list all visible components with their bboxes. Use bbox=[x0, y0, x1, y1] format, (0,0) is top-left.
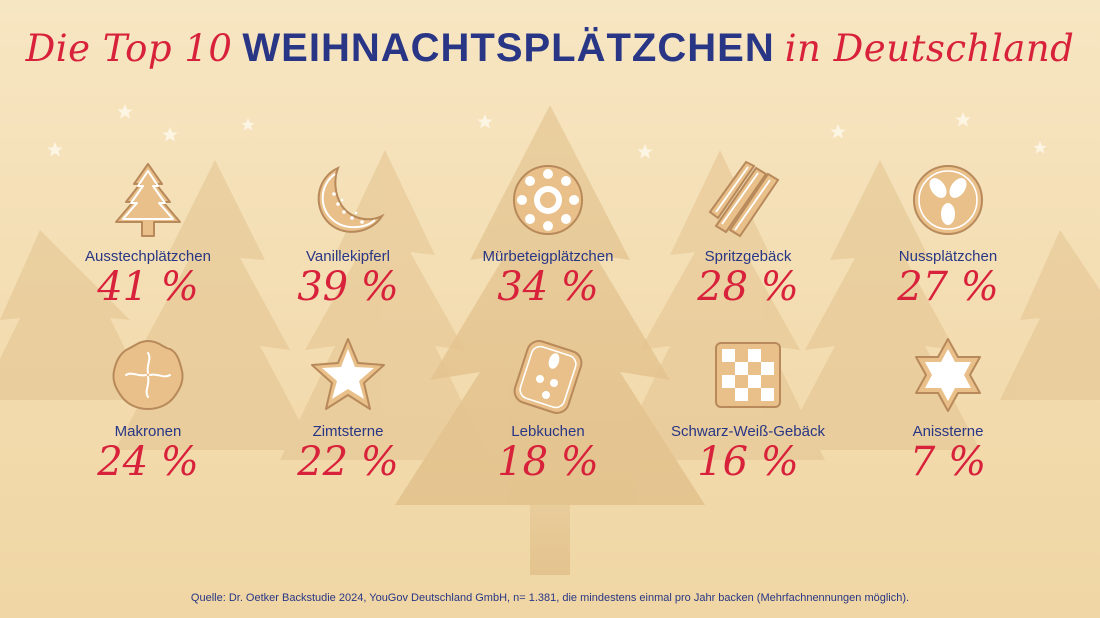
item-spritzgebaeck: Spritzgebäck 28 % bbox=[648, 160, 848, 307]
item-label: Zimtsterne bbox=[312, 423, 384, 440]
item-muerbeteigplaetzchen: Mürbeteigplätzchen 34 % bbox=[448, 160, 648, 307]
item-percentage: 27 % bbox=[897, 264, 999, 310]
item-percentage: 22 % bbox=[297, 439, 399, 485]
item-zimtsterne: Zimtsterne 22 % bbox=[248, 335, 448, 482]
gingerbread-icon bbox=[513, 340, 583, 414]
decorative-stars bbox=[47, 104, 1047, 159]
item-label: Makronen bbox=[114, 423, 182, 440]
item-label: Anissterne bbox=[912, 423, 984, 440]
item-ausstechplaetzchen: Ausstechplätzchen 41 % bbox=[48, 160, 248, 307]
item-percentage: 7 % bbox=[909, 439, 987, 485]
piped-cookie-icon bbox=[708, 160, 780, 238]
central-tree-icon bbox=[395, 105, 705, 575]
item-label: Spritzgebäck bbox=[704, 248, 792, 265]
flower-cookie-icon bbox=[513, 165, 583, 235]
item-label: Mürbeteigplätzchen bbox=[482, 248, 614, 265]
item-label: Ausstechplätzchen bbox=[85, 248, 211, 265]
checkerboard-cookie-icon bbox=[715, 342, 781, 408]
page-title: Die Top 10 WEIHNACHTSPLÄTZCHEN in Deutschl… bbox=[0, 28, 1100, 68]
item-percentage: 28 % bbox=[697, 264, 799, 310]
christmas-tree-cookie-icon bbox=[115, 163, 181, 237]
title-part-3: in Deutschland bbox=[784, 27, 1075, 70]
title-part-2: WEIHNACHTSPLÄTZCHEN bbox=[242, 26, 775, 70]
item-label: Lebkuchen bbox=[511, 423, 585, 440]
cinnamon-star-icon bbox=[311, 338, 385, 410]
anise-star-icon bbox=[915, 338, 981, 412]
macaroon-icon bbox=[112, 339, 184, 411]
item-percentage: 39 % bbox=[297, 264, 399, 310]
item-percentage: 41 % bbox=[97, 264, 199, 310]
source-note: Quelle: Dr. Oetker Backstudie 2024, YouG… bbox=[190, 592, 910, 604]
crescent-cookie-icon bbox=[317, 166, 385, 233]
title-part-1: Die Top 10 bbox=[25, 27, 233, 70]
item-percentage: 34 % bbox=[497, 264, 599, 310]
item-percentage: 24 % bbox=[97, 439, 199, 485]
item-vanillekipferl: Vanillekipferl 39 % bbox=[248, 160, 448, 307]
item-label: Vanillekipferl bbox=[306, 248, 390, 265]
item-lebkuchen: Lebkuchen 18 % bbox=[448, 335, 648, 482]
item-schwarz-weiss-gebaeck: Schwarz-Weiß-Gebäck 16 % bbox=[648, 335, 848, 482]
item-anissterne: Anissterne 7 % bbox=[848, 335, 1048, 482]
item-nussplaetzchen: Nussplätzchen 27 % bbox=[848, 160, 1048, 307]
item-label: Schwarz-Weiß-Gebäck bbox=[671, 423, 825, 440]
item-percentage: 16 % bbox=[697, 439, 799, 485]
nut-cookie-icon bbox=[913, 165, 983, 235]
item-percentage: 18 % bbox=[497, 439, 599, 485]
item-label: Nussplätzchen bbox=[898, 248, 998, 265]
item-makronen: Makronen 24 % bbox=[48, 335, 248, 482]
